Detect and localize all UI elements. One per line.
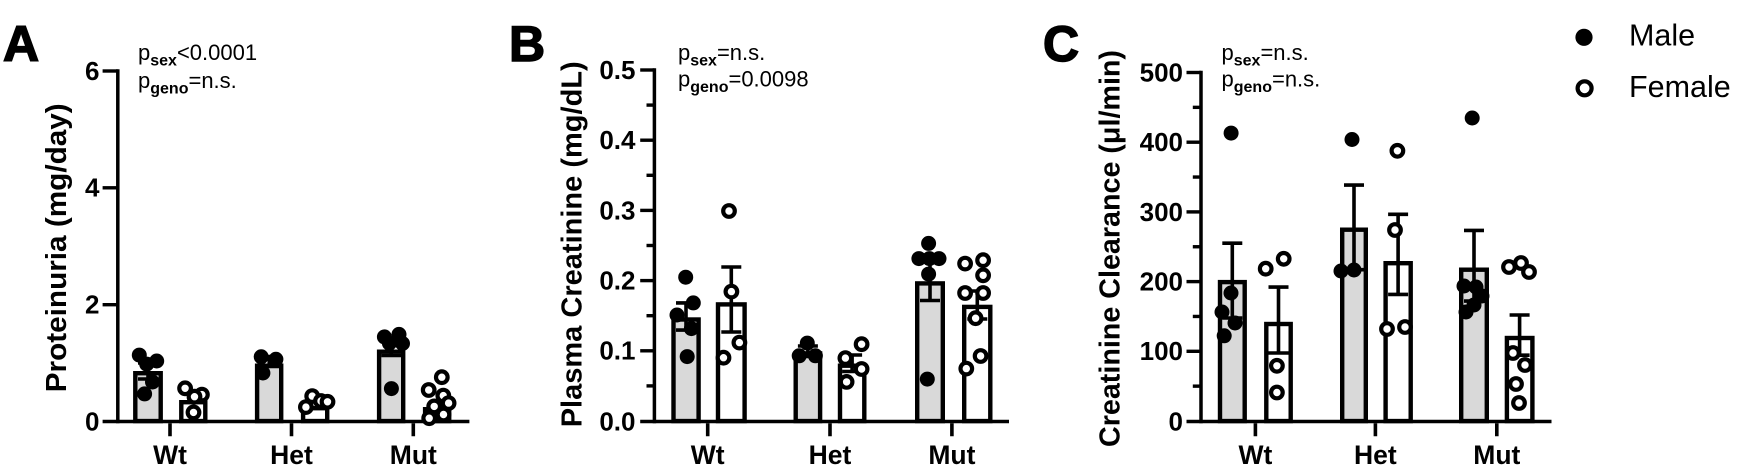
svg-text:Het: Het <box>1354 440 1397 470</box>
svg-text:Mut: Mut <box>1473 440 1520 470</box>
svg-text:Mut: Mut <box>390 440 437 470</box>
svg-text:Wt: Wt <box>691 440 725 470</box>
svg-text:C: C <box>1043 16 1079 72</box>
svg-text:pgeno=0.0098: pgeno=0.0098 <box>678 67 809 97</box>
svg-text:300: 300 <box>1140 197 1183 227</box>
svg-text:Het: Het <box>270 440 313 470</box>
svg-text:B: B <box>509 16 545 72</box>
svg-text:500: 500 <box>1140 57 1183 87</box>
svg-text:0.2: 0.2 <box>599 266 635 296</box>
svg-text:4: 4 <box>85 173 100 203</box>
svg-text:0: 0 <box>1169 406 1183 436</box>
svg-text:6: 6 <box>85 56 99 86</box>
svg-text:Plasma Creatinine (mg/dL): Plasma Creatinine (mg/dL) <box>557 61 589 427</box>
svg-text:200: 200 <box>1140 267 1183 297</box>
svg-text:Creatinine Clearance (μl/min): Creatinine Clearance (μl/min) <box>1095 50 1127 447</box>
svg-text:400: 400 <box>1140 127 1183 157</box>
svg-text:Male: Male <box>1629 19 1695 53</box>
svg-text:0: 0 <box>85 406 99 436</box>
svg-text:A: A <box>3 16 39 72</box>
svg-text:Wt: Wt <box>1238 440 1272 470</box>
svg-text:2: 2 <box>85 290 99 320</box>
svg-text:0.1: 0.1 <box>599 336 635 366</box>
svg-text:0.3: 0.3 <box>599 195 635 225</box>
svg-text:Proteinuria (mg/day): Proteinuria (mg/day) <box>41 103 73 392</box>
svg-text:Mut: Mut <box>928 440 975 470</box>
svg-text:Wt: Wt <box>153 440 187 470</box>
svg-text:100: 100 <box>1140 336 1183 366</box>
svg-text:0.4: 0.4 <box>599 125 636 155</box>
svg-text:Het: Het <box>809 440 852 470</box>
svg-text:Female: Female <box>1629 70 1731 104</box>
svg-text:0.5: 0.5 <box>599 55 635 85</box>
svg-text:0.0: 0.0 <box>599 406 635 436</box>
